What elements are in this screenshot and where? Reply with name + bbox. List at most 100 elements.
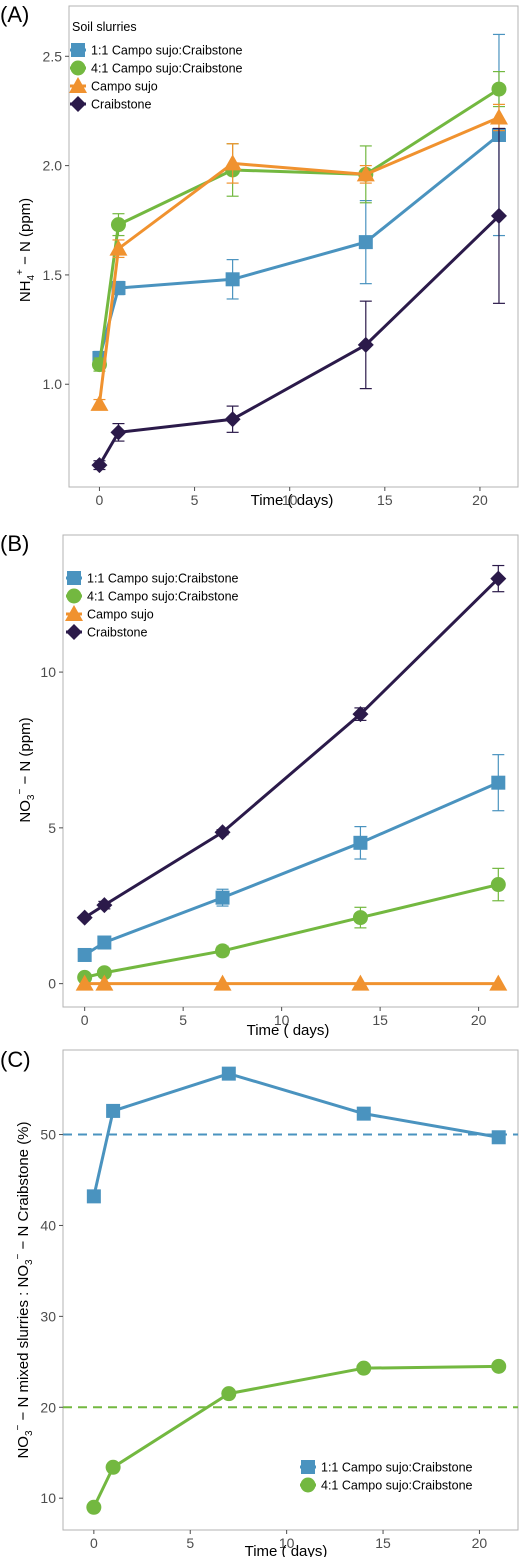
y-axis-title-part: −: [15, 789, 26, 795]
panel-label: (A): [0, 2, 29, 27]
y-tick-label: 20: [40, 1399, 56, 1415]
y-tick-label: 10: [40, 1490, 56, 1506]
data-point: [224, 411, 241, 428]
data-point: [491, 1358, 507, 1374]
y-axis-title-part: − N (ppm): [17, 717, 34, 788]
series-diamond: [91, 127, 507, 474]
legend-entry: Campo sujo: [91, 80, 158, 94]
legend-entry: 1:1 Campo sujo:Craibstone: [87, 572, 239, 586]
legend-entry: Craibstone: [91, 98, 151, 112]
x-tick-label: 10: [282, 492, 298, 508]
legend-entry: Craibstone: [87, 626, 147, 640]
legend-key-marker: [71, 43, 85, 57]
legend-entry: Campo sujo: [87, 608, 154, 622]
data-point: [213, 974, 232, 991]
data-point: [491, 81, 507, 97]
data-point: [490, 877, 506, 893]
y-axis-title-part: −: [13, 1424, 24, 1430]
data-point: [351, 974, 370, 991]
legend-key-marker: [300, 1477, 316, 1493]
y-axis-title: NH4+ − N (ppm): [15, 198, 37, 302]
x-tick-label: 10: [279, 1535, 295, 1551]
y-axis-title-part: NO: [17, 800, 34, 823]
series-diamond: [76, 564, 507, 926]
legend: 1:1 Campo sujo:Craibstone 4:1 Campo sujo:…: [65, 571, 239, 640]
legend-key-marker: [69, 77, 87, 93]
legend-key-marker: [70, 96, 86, 112]
y-axis-title-part: NH: [17, 281, 34, 303]
data-point: [215, 943, 231, 959]
x-tick-label: 0: [90, 1535, 98, 1551]
data-point: [358, 235, 373, 250]
data-point: [491, 1130, 506, 1145]
data-point: [490, 207, 507, 224]
y-axis-title-part: − N Craibstone (%): [15, 1121, 32, 1253]
series-square: [86, 1066, 506, 1204]
y-tick-label: 1.5: [43, 267, 63, 283]
data-point: [110, 424, 127, 441]
legend-entry: 4:1 Campo sujo:Craibstone: [91, 62, 243, 76]
y-axis-title-part: − N (ppm): [17, 198, 34, 269]
data-point: [356, 1360, 372, 1376]
y-axis-title-part: − N mixed slurries : NO: [15, 1265, 32, 1425]
y-axis-title: NO3− − N mixed slurries : NO3− − N Craib…: [13, 1121, 35, 1458]
data-point: [96, 965, 112, 981]
x-tick-label: 5: [186, 1535, 194, 1551]
x-tick-label: 15: [375, 1535, 391, 1551]
x-axis-title: Time ( days): [247, 1022, 330, 1039]
data-point: [105, 1459, 121, 1475]
y-tick-label: 5: [48, 820, 56, 836]
data-point: [225, 272, 240, 287]
data-point: [352, 706, 369, 723]
data-point: [75, 974, 94, 991]
y-tick-label: 50: [40, 1127, 56, 1143]
data-point: [91, 457, 108, 474]
data-point: [110, 217, 126, 233]
y-axis-title: NO3− − N (ppm): [15, 717, 37, 822]
data-point: [356, 165, 375, 182]
data-point: [491, 775, 506, 790]
legend: Soil slurries 1:1 Campo sujo:Craibstone 4:…: [69, 20, 243, 112]
y-axis-title-part: NO: [15, 1436, 32, 1459]
x-axis-title: Time ( days): [251, 492, 334, 509]
data-point: [77, 947, 92, 962]
legend-entry: 4:1 Campo sujo:Craibstone: [87, 590, 239, 604]
x-tick-label: 20: [471, 1012, 487, 1028]
y-axis-title-part: +: [15, 269, 26, 275]
data-point: [96, 897, 113, 914]
data-point: [489, 108, 508, 125]
x-tick-label: 15: [372, 1012, 388, 1028]
x-tick-label: 10: [274, 1012, 290, 1028]
series-triangle: [90, 103, 508, 411]
data-point: [352, 910, 368, 926]
legend-key-marker: [66, 624, 82, 640]
y-axis-title-part: 4: [26, 275, 37, 281]
x-tick-label: 20: [472, 492, 488, 508]
series-circle: [77, 867, 506, 985]
data-point: [109, 239, 128, 256]
y-axis-title-part: 3: [26, 794, 37, 800]
data-point: [86, 1499, 102, 1515]
data-point: [489, 974, 508, 991]
data-point: [490, 570, 507, 587]
data-point: [221, 1386, 237, 1402]
x-tick-label: 15: [377, 492, 393, 508]
data-point: [221, 1066, 236, 1081]
series-triangle: [75, 974, 508, 991]
data-point: [95, 974, 114, 991]
chart-panel-1: (A) 0 5 10 15 20 1.0 1.5 2.0 2.5 Time ( days) NH4+ …: [0, 2, 519, 509]
x-tick-label: 0: [96, 492, 104, 508]
data-point: [214, 824, 231, 841]
y-tick-label: 30: [40, 1308, 56, 1324]
y-axis-title-part: 3: [24, 1430, 35, 1436]
x-axis-title: Time ( days): [245, 1543, 328, 1557]
legend-entry: 1:1 Campo sujo:Craibstone: [321, 1461, 473, 1475]
data-point: [86, 1189, 101, 1204]
panel-label: (B): [0, 531, 29, 556]
series-circle: [86, 1358, 507, 1515]
data-point: [215, 890, 230, 905]
x-tick-label: 0: [81, 1012, 89, 1028]
